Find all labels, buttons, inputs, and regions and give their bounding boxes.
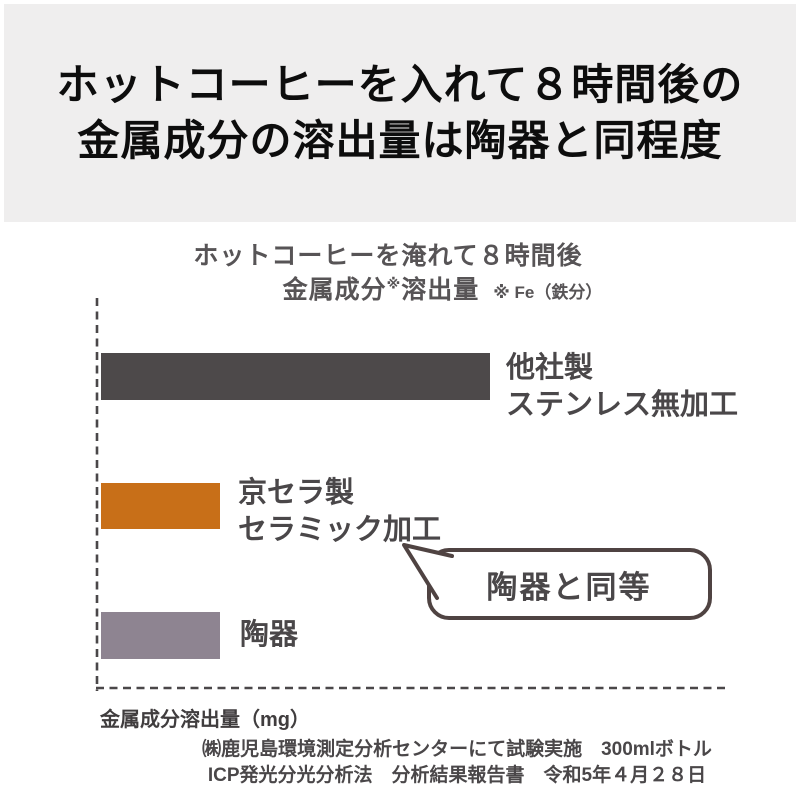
bar-row-pottery: 陶器 <box>101 612 298 659</box>
bar-label-line: セラミック加工 <box>238 514 442 546</box>
bar-label-line: 他社製 <box>506 352 594 384</box>
bar-label-pottery: 陶器 <box>240 617 298 654</box>
header-banner: ホットコーヒーを入れて８時間後の 金属成分の溶出量は陶器と同程度 <box>4 4 796 222</box>
bar-label-line: 京セラ製 <box>238 477 355 509</box>
bar-stainless <box>101 353 490 400</box>
bar-pottery <box>101 612 220 659</box>
bar-label-kyocera: 京セラ製 セラミック加工 <box>238 475 441 549</box>
chart-title-line2: 金属成分※溶出量 ※ Fe（鉄分） <box>85 270 800 306</box>
bar-row-kyocera: 京セラ製 セラミック加工 <box>101 477 441 546</box>
bar-label-line: 陶器 <box>240 619 299 651</box>
header-title-line2: 金属成分の溶出量は陶器と同程度 <box>77 117 723 164</box>
bar-kyocera <box>101 483 220 529</box>
reference-mark-sup: ※ <box>386 275 402 292</box>
chart-title-line1: ホットコーヒーを淹れて８時間後 <box>193 242 583 270</box>
bar-row-stainless: 他社製 ステンレス無加工 <box>101 352 738 421</box>
chart-title-line2-main2: 溶出量 <box>401 276 480 304</box>
header-title-line1: ホットコーヒーを入れて８時間後の <box>56 61 744 108</box>
chart-title-footnote: ※ Fe（鉄分） <box>493 283 603 302</box>
x-axis-label: 金属成分溶出量（mg） <box>100 709 310 731</box>
callout-text: 陶器と同等 <box>486 569 652 605</box>
chart-title-line2-main: 金属成分 <box>282 276 387 304</box>
footer-credit-line1: ㈱鹿児島環境測定分析センターにて試験実施 300mlボトル <box>202 739 712 760</box>
bar-label-stainless: 他社製 ステンレス無加工 <box>506 350 738 424</box>
bar-label-line: ステンレス無加工 <box>506 389 739 421</box>
footer-credits: ㈱鹿児島環境測定分析センターにて試験実施 300mlボトル ICP発光分光分析法… <box>114 737 800 789</box>
footer-credit-line2: ICP発光分光分析法 分析結果報告書 令和5年４月２８日 <box>207 765 707 786</box>
